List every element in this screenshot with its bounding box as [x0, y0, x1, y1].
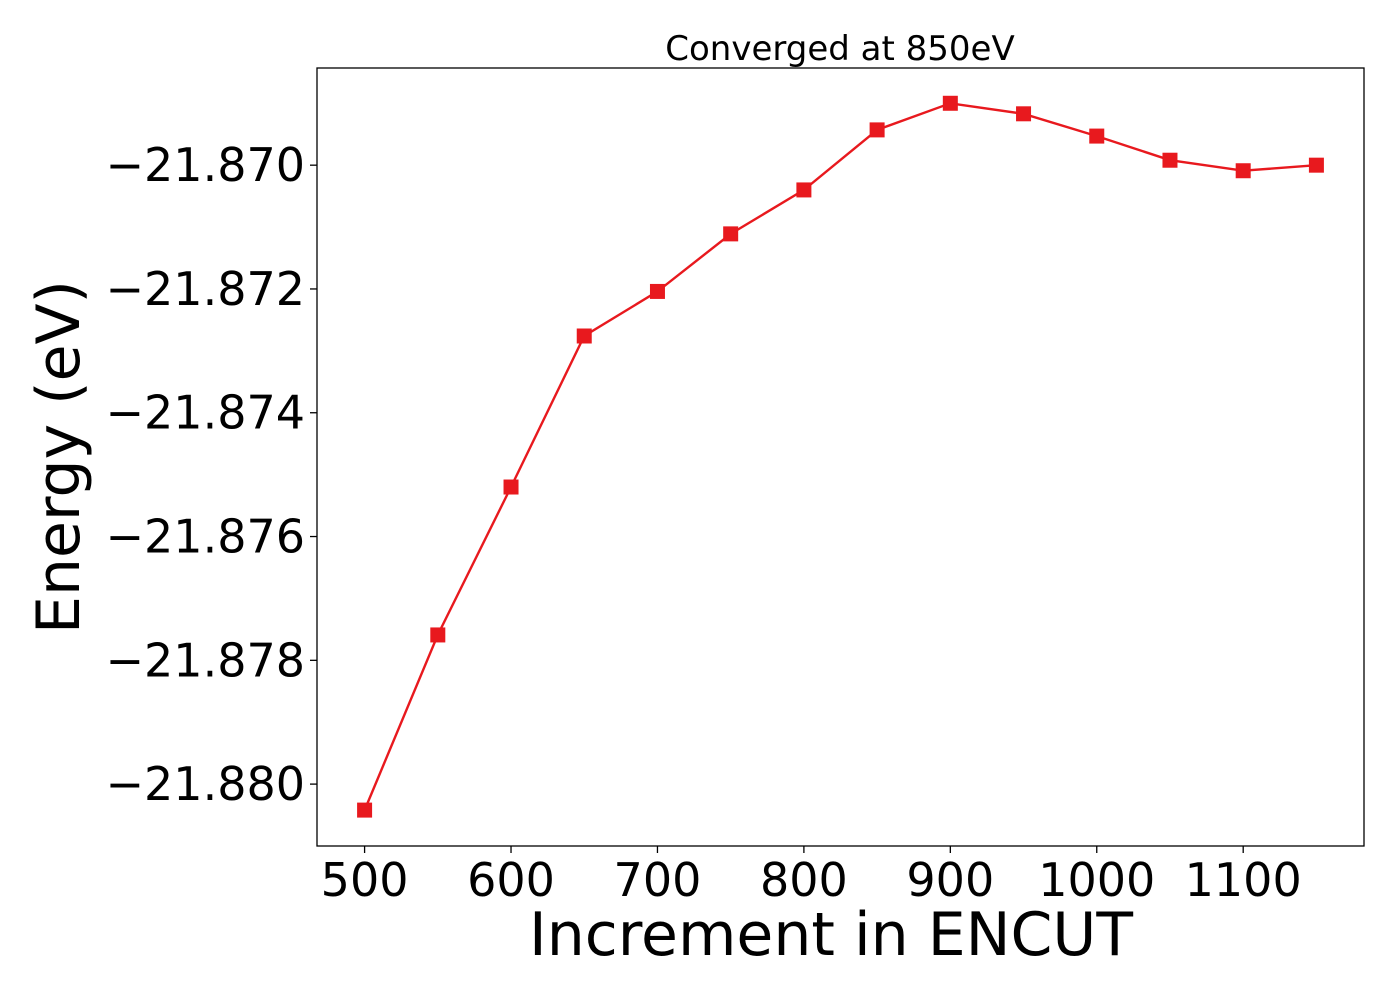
- data-point-marker: [796, 182, 812, 198]
- series-line: [363, 102, 1317, 811]
- tick-group: 500 600 700 800 900 1000 1100 −21.880 −21.878 −21…: [106, 138, 1302, 907]
- data-point-marker: [503, 479, 519, 495]
- data-point-marker: [649, 283, 665, 299]
- y-tick-label: −21.872: [106, 262, 306, 316]
- data-point-marker: [1235, 163, 1251, 179]
- x-tick-label: 500: [321, 853, 409, 907]
- x-tick-label: 700: [614, 853, 702, 907]
- plot-axes: [316, 67, 1365, 847]
- data-point-marker: [869, 122, 885, 138]
- y-tick-label: −21.880: [106, 757, 306, 811]
- data-point-marker: [576, 328, 592, 344]
- y-tick-label: −21.870: [106, 138, 306, 192]
- data-point-marker: [1089, 128, 1105, 144]
- data-point-marker: [1162, 152, 1178, 168]
- data-point-marker: [723, 226, 739, 242]
- y-tick-label: −21.876: [106, 510, 306, 564]
- y-tick-label: −21.878: [106, 633, 306, 687]
- data-point-marker: [357, 802, 373, 818]
- series-group: [357, 95, 1324, 818]
- data-point-marker: [1016, 106, 1032, 122]
- chart-title: Converged at 850eV: [665, 29, 1014, 69]
- x-tick-label: 1100: [1185, 853, 1302, 907]
- x-tick-label: 900: [906, 853, 994, 907]
- data-point-marker: [430, 627, 446, 643]
- x-tick-label: 1000: [1038, 853, 1155, 907]
- plot-frame: [316, 67, 1365, 847]
- x-tick-label: 600: [467, 853, 555, 907]
- x-axis-label: Increment in ENCUT: [529, 900, 1133, 970]
- data-point-marker: [1308, 157, 1324, 173]
- data-point-marker: [942, 95, 958, 111]
- y-tick-label: −21.874: [106, 386, 306, 440]
- y-axis-label: Energy (eV): [24, 280, 94, 634]
- x-tick-label: 800: [760, 853, 848, 907]
